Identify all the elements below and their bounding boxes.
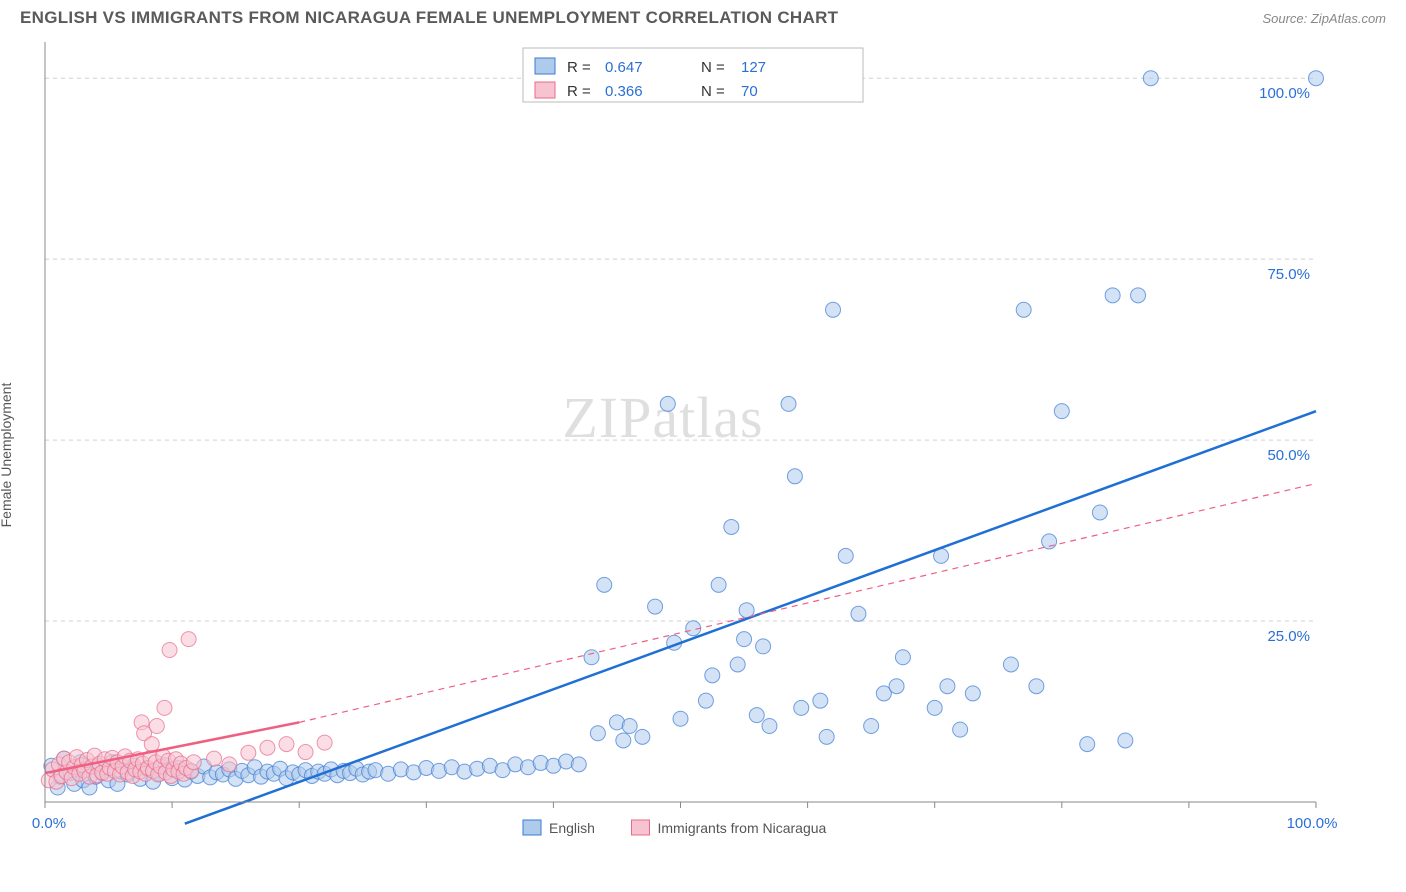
blue-point bbox=[889, 679, 904, 694]
blue-point bbox=[648, 599, 663, 614]
chart-source: Source: ZipAtlas.com bbox=[1262, 11, 1386, 26]
blue-point bbox=[1092, 505, 1107, 520]
pink-point bbox=[157, 700, 172, 715]
pink-point bbox=[149, 719, 164, 734]
legend-r-label: R = bbox=[567, 83, 591, 100]
blue-point bbox=[895, 650, 910, 665]
blue-point bbox=[794, 700, 809, 715]
pink-point bbox=[260, 740, 275, 755]
blue-point bbox=[953, 722, 968, 737]
blue-point bbox=[673, 711, 688, 726]
pink-trend-dash bbox=[299, 484, 1316, 723]
chart-header: ENGLISH VS IMMIGRANTS FROM NICARAGUA FEM… bbox=[0, 0, 1406, 32]
blue-point bbox=[1143, 71, 1158, 86]
blue-point bbox=[781, 396, 796, 411]
blue-point bbox=[1016, 302, 1031, 317]
blue-point bbox=[1080, 737, 1095, 752]
pink-point bbox=[207, 751, 222, 766]
pink-point bbox=[222, 757, 237, 772]
blue-point bbox=[635, 729, 650, 744]
blue-point bbox=[1118, 733, 1133, 748]
blue-point bbox=[1003, 657, 1018, 672]
watermark: ZIPatlas bbox=[562, 385, 763, 450]
pink-point bbox=[279, 737, 294, 752]
pink-point bbox=[298, 745, 313, 760]
blue-point bbox=[1054, 404, 1069, 419]
y-tick-label: 100.0% bbox=[1259, 85, 1310, 102]
blue-trend-line bbox=[185, 411, 1316, 824]
blue-point bbox=[1309, 71, 1324, 86]
blue-point bbox=[965, 686, 980, 701]
blue-point bbox=[622, 719, 637, 734]
blue-point bbox=[762, 719, 777, 734]
blue-point bbox=[940, 679, 955, 694]
pink-point bbox=[186, 755, 201, 770]
blue-point bbox=[737, 632, 752, 647]
legend-r-value: 0.366 bbox=[605, 83, 643, 100]
legend-n-label: N = bbox=[701, 83, 725, 100]
blue-point bbox=[1105, 288, 1120, 303]
blue-point bbox=[1029, 679, 1044, 694]
legend-swatch-blue bbox=[535, 58, 555, 74]
bottom-legend-swatch-pink bbox=[632, 820, 650, 835]
y-tick-label: 75.0% bbox=[1267, 266, 1310, 283]
bottom-legend-label: Immigrants from Nicaragua bbox=[658, 820, 827, 836]
blue-point bbox=[730, 657, 745, 672]
legend-r-label: R = bbox=[567, 59, 591, 76]
blue-point bbox=[724, 519, 739, 534]
blue-point bbox=[1131, 288, 1146, 303]
blue-point bbox=[927, 700, 942, 715]
blue-point bbox=[571, 757, 586, 772]
blue-point bbox=[597, 577, 612, 592]
blue-point bbox=[864, 719, 879, 734]
blue-point bbox=[756, 639, 771, 654]
pink-point bbox=[317, 735, 332, 750]
legend-r-value: 0.647 bbox=[605, 59, 643, 76]
blue-point bbox=[749, 708, 764, 723]
blue-point bbox=[705, 668, 720, 683]
chart-title: ENGLISH VS IMMIGRANTS FROM NICARAGUA FEM… bbox=[20, 8, 838, 28]
y-tick-label: 25.0% bbox=[1267, 628, 1310, 645]
legend-n-value: 70 bbox=[741, 83, 758, 100]
pink-point bbox=[162, 643, 177, 658]
blue-point bbox=[787, 469, 802, 484]
pink-point bbox=[144, 737, 159, 752]
pink-point bbox=[181, 632, 196, 647]
blue-point bbox=[590, 726, 605, 741]
blue-point bbox=[584, 650, 599, 665]
chart-svg: 25.0% 50.0% 75.0% 100.0% ZIPatlas 0.0% 100.0% R… bbox=[0, 32, 1406, 862]
y-tick-label: 50.0% bbox=[1267, 447, 1310, 464]
blue-point bbox=[826, 302, 841, 317]
x-start-label: 0.0% bbox=[32, 815, 66, 832]
legend-n-label: N = bbox=[701, 59, 725, 76]
bottom-legend-swatch-blue bbox=[523, 820, 541, 835]
y-axis-label: Female Unemployment bbox=[0, 383, 14, 528]
blue-point bbox=[819, 729, 834, 744]
blue-point bbox=[838, 548, 853, 563]
bottom-legend-label: English bbox=[549, 820, 595, 836]
legend-swatch-pink bbox=[535, 82, 555, 98]
blue-point bbox=[660, 396, 675, 411]
blue-point bbox=[813, 693, 828, 708]
chart-area: Female Unemployment 25.0% 50.0% 75.0% 100.0… bbox=[0, 32, 1406, 862]
x-end-label: 100.0% bbox=[1287, 815, 1338, 832]
pink-point bbox=[241, 745, 256, 760]
blue-point bbox=[616, 733, 631, 748]
legend-n-value: 127 bbox=[741, 59, 766, 76]
blue-point bbox=[711, 577, 726, 592]
blue-point bbox=[698, 693, 713, 708]
blue-point bbox=[851, 606, 866, 621]
